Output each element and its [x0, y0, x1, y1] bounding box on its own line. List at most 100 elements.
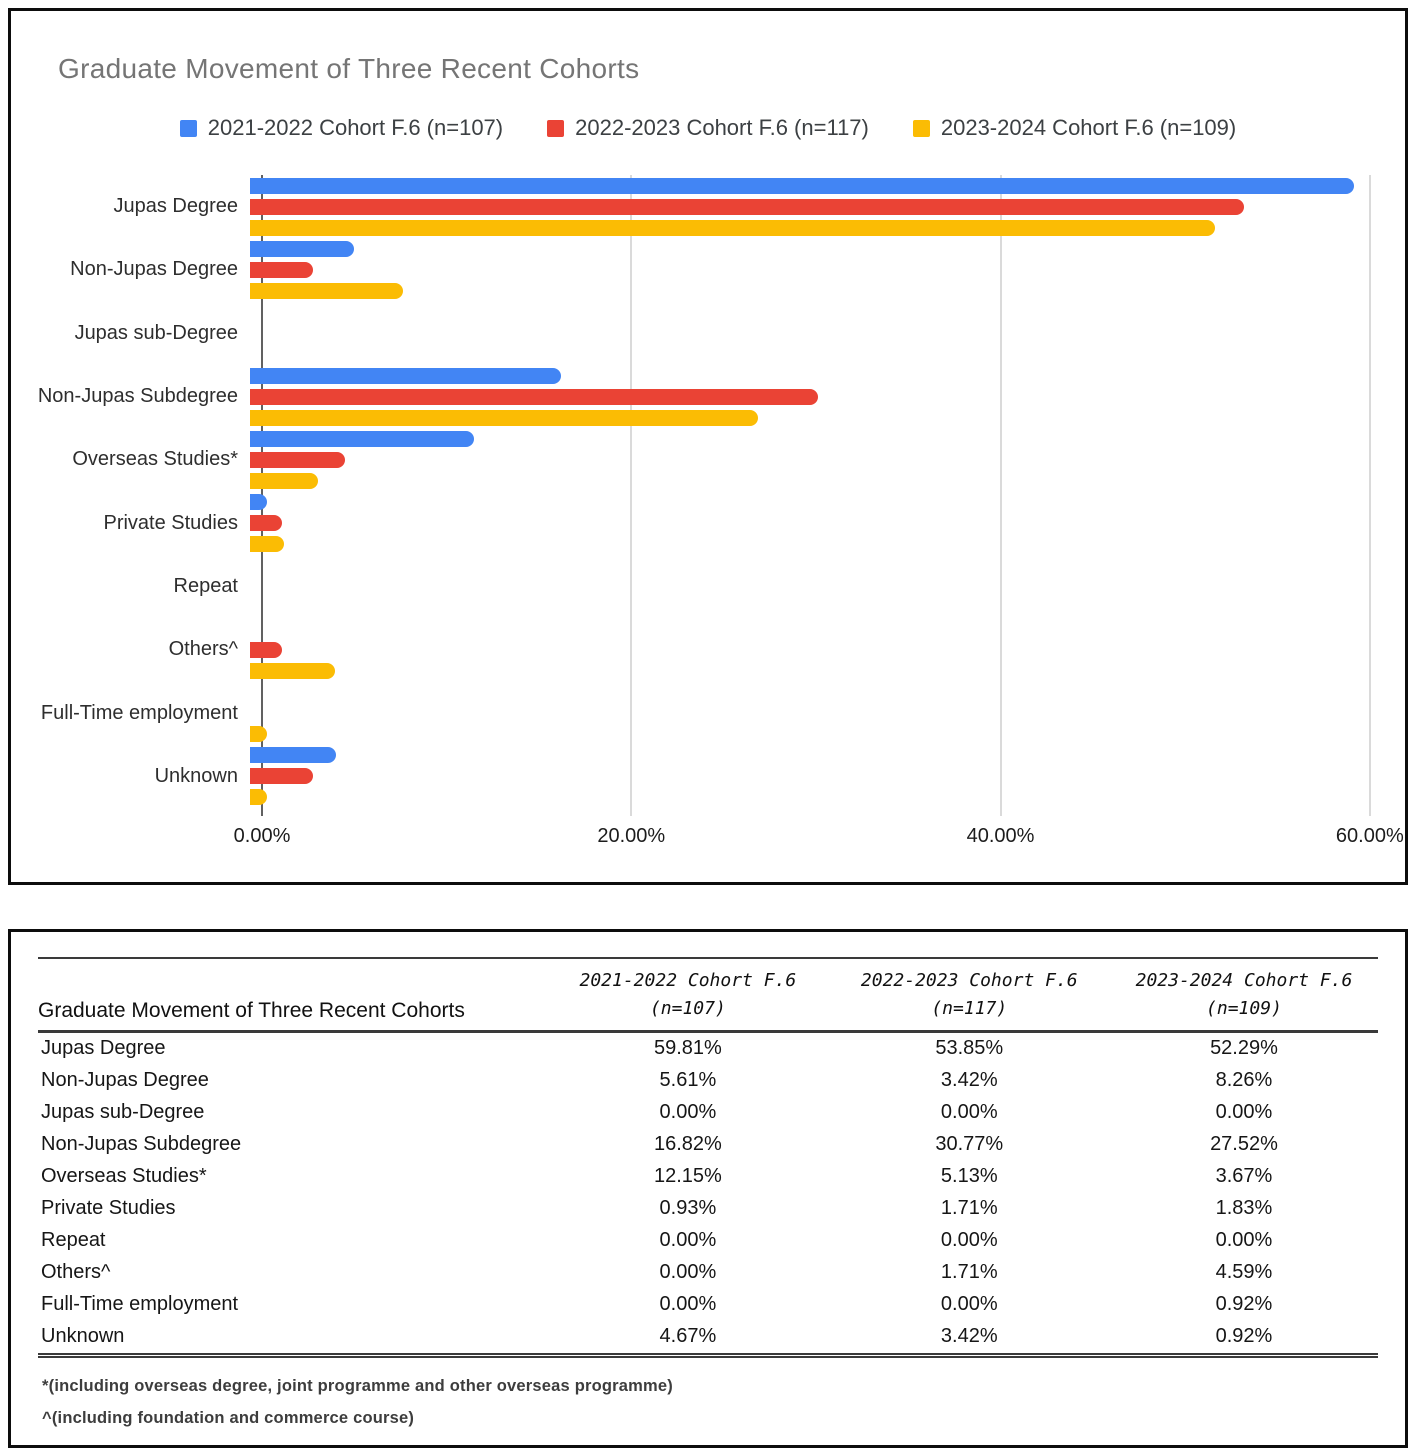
- bar: [250, 261, 314, 278]
- bar: [250, 177, 1355, 194]
- value-cell: 8.26%: [1215, 1069, 1273, 1092]
- gridline: [999, 175, 1002, 816]
- footnotes: *(including overseas degree, joint progr…: [42, 1370, 673, 1434]
- bar: [250, 494, 268, 511]
- category-label: Unknown: [154, 764, 238, 787]
- value-cell: 0.00%: [940, 1229, 998, 1252]
- category-label: Private Studies: [103, 511, 238, 534]
- bar: [250, 240, 354, 257]
- value-cell: 0.92%: [1215, 1293, 1273, 1316]
- footnote: ^(including foundation and commerce cour…: [42, 1409, 415, 1427]
- column-header-0: 2021-2022 Cohort F.6 (n=107): [579, 970, 797, 1019]
- category-label: Overseas Studies*: [72, 448, 238, 471]
- value-cell: 5.13%: [940, 1165, 998, 1188]
- table-row: Non-Jupas Subdegree 16.82% 30.77% 27.52%: [38, 1129, 1378, 1161]
- row-label-cell: Others^: [41, 1261, 111, 1284]
- bar-group: [250, 304, 1380, 362]
- bar-group: [250, 430, 1380, 489]
- x-tick-label: 40.00%: [966, 825, 1035, 847]
- bar: [250, 472, 318, 489]
- value-cell: 27.52%: [1210, 1133, 1278, 1156]
- category-row: Jupas Degree: [11, 175, 1392, 238]
- value-cell: 0.00%: [1215, 1229, 1273, 1252]
- value-cell: 0.00%: [940, 1101, 998, 1124]
- value-cell: 0.00%: [659, 1261, 717, 1284]
- bar: [250, 367, 561, 384]
- category-row: Non-Jupas Degree: [11, 238, 1392, 301]
- category-label: Jupas sub-Degree: [74, 321, 238, 344]
- row-label-cell: Non-Jupas Degree: [41, 1069, 209, 1092]
- bar: [250, 789, 267, 806]
- category-label: Repeat: [173, 574, 239, 597]
- footnote: *(including overseas degree, joint progr…: [42, 1377, 673, 1395]
- category-label: Non-Jupas Degree: [70, 258, 238, 281]
- data-table-panel: Graduate Movement of Three Recent Cohort…: [8, 929, 1408, 1448]
- category-row: Private Studies: [11, 491, 1392, 554]
- value-cell: 59.81%: [653, 1037, 722, 1060]
- gridline: [630, 175, 633, 816]
- table-row: Non-Jupas Degree 5.61% 3.42% 8.26%: [38, 1065, 1378, 1097]
- legend-label: 2022-2023 Cohort F.6 (n=117): [575, 115, 869, 140]
- table-row: Overseas Studies* 12.15% 5.13% 3.67%: [38, 1161, 1378, 1193]
- value-cell: 1.83%: [1215, 1197, 1273, 1220]
- bar-group: [250, 621, 1380, 679]
- value-cell: 3.42%: [940, 1069, 998, 1092]
- row-label-cell: Overseas Studies*: [41, 1165, 207, 1188]
- row-label-cell: Repeat: [41, 1229, 106, 1252]
- legend-item-2: 2023-2024 Cohort F.6 (n=109): [912, 115, 1237, 141]
- category-label: Full-Time employment: [40, 701, 238, 724]
- column-header-1: 2022-2023 Cohort F.6 (n=117): [860, 970, 1078, 1019]
- legend-label: 2023-2024 Cohort F.6 (n=109): [940, 115, 1237, 140]
- column-header-2: 2023-2024 Cohort F.6 (n=109): [1135, 970, 1353, 1019]
- x-tick-label: 60.00%: [1335, 825, 1404, 847]
- value-cell: 0.93%: [659, 1197, 717, 1220]
- bar: [250, 641, 282, 658]
- value-cell: 0.00%: [659, 1101, 717, 1124]
- value-cell: 0.00%: [1215, 1101, 1273, 1124]
- table-row: Full-Time employment 0.00% 0.00% 0.92%: [38, 1289, 1378, 1321]
- value-cell: 4.67%: [659, 1325, 717, 1348]
- bar-group: [250, 684, 1380, 743]
- value-cell: 5.61%: [659, 1069, 717, 1092]
- bar: [250, 409, 759, 426]
- legend-item-0: 2021-2022 Cohort F.6 (n=107): [179, 115, 503, 141]
- table-row: Unknown 4.67% 3.42% 0.92%: [38, 1321, 1378, 1356]
- bar: [250, 282, 403, 299]
- bar-group: [250, 747, 1380, 806]
- bar-group: [250, 367, 1380, 426]
- bar-chart-plot-area: Jupas Degree Non-Jupas Degree Jupas sub-De…: [11, 175, 1392, 816]
- value-cell: 3.67%: [1215, 1165, 1273, 1188]
- bar: [250, 451, 345, 468]
- value-cell: 12.15%: [653, 1165, 722, 1188]
- gridline: [1368, 175, 1371, 816]
- table-row: Jupas sub-Degree 0.00% 0.00% 0.00%: [38, 1097, 1378, 1129]
- x-axis: 0.00% 20.00% 40.00% 60.00%: [234, 825, 1404, 855]
- legend-swatch-icon: [912, 119, 930, 137]
- table-row: Jupas Degree 59.81% 53.85% 52.29%: [38, 1031, 1378, 1065]
- table-header-row: Graduate Movement of Three Recent Cohort…: [38, 958, 1378, 1032]
- value-cell: 53.85%: [935, 1037, 1004, 1060]
- value-cell: 0.92%: [1215, 1325, 1273, 1348]
- value-cell: 0.00%: [940, 1293, 998, 1316]
- category-label: Jupas Degree: [113, 195, 238, 218]
- chart-title: Graduate Movement of Three Recent Cohort…: [58, 53, 640, 84]
- category-row: Repeat: [11, 555, 1392, 618]
- bar-rows: Jupas Degree Non-Jupas Degree Jupas sub-De…: [11, 175, 1392, 808]
- value-cell: 1.71%: [940, 1197, 998, 1220]
- legend-swatch-icon: [547, 119, 565, 137]
- row-label-cell: Unknown: [41, 1325, 125, 1348]
- value-cell: 0.00%: [659, 1229, 717, 1252]
- x-tick-label: 20.00%: [597, 825, 666, 847]
- category-row: Non-Jupas Subdegree: [11, 365, 1392, 428]
- value-cell: 30.77%: [935, 1133, 1004, 1156]
- legend-item-1: 2022-2023 Cohort F.6 (n=117): [547, 115, 869, 141]
- category-row: Overseas Studies*: [11, 428, 1392, 491]
- row-label-cell: Jupas Degree: [41, 1037, 166, 1060]
- row-label-cell: Full-Time employment: [41, 1293, 239, 1316]
- bar-group: [250, 177, 1380, 236]
- category-row: Unknown: [11, 745, 1392, 808]
- legend-swatch-icon: [179, 119, 197, 137]
- table-title-header: Graduate Movement of Three Recent Cohort…: [38, 998, 465, 1022]
- bar-group: [250, 240, 1380, 299]
- category-row: Full-Time employment: [11, 681, 1392, 744]
